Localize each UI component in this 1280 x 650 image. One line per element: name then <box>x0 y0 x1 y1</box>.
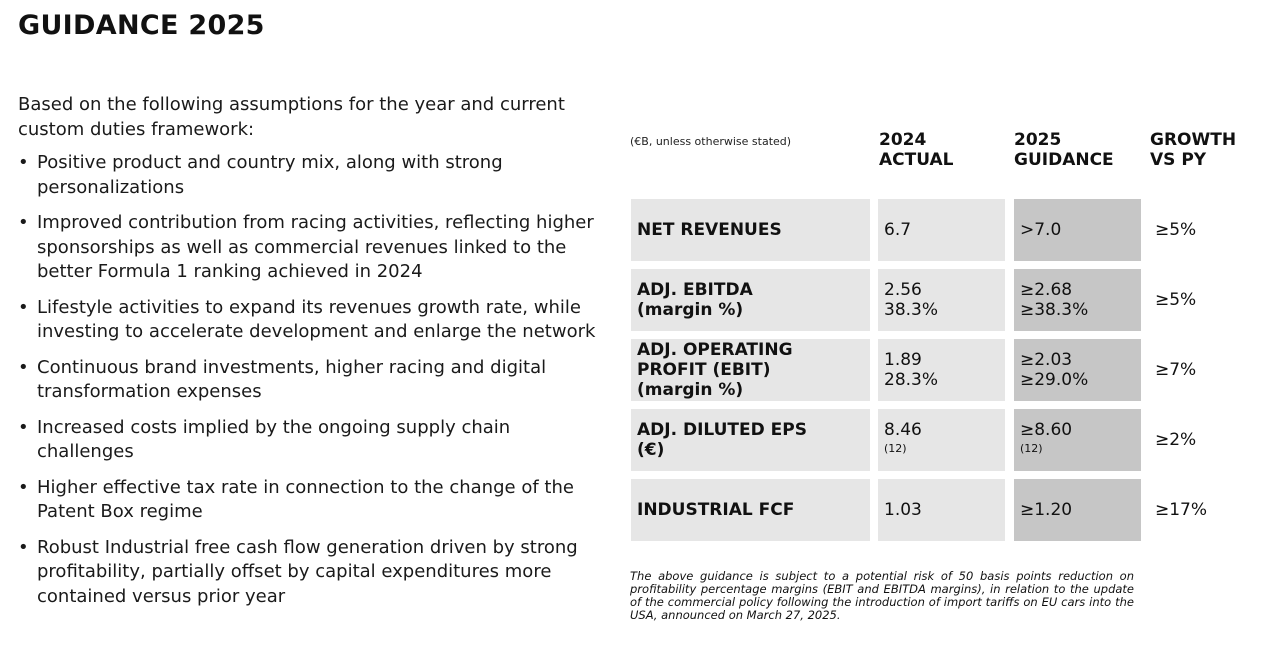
list-item: • Improved contribution from racing activ… <box>18 212 594 282</box>
list-item: • Positive product and country mix, along… <box>18 152 503 198</box>
cell-actual-adj-ebitda: 2.56 38.3% <box>878 269 1005 331</box>
bullet-dot-icon: • <box>18 416 29 438</box>
unit-note: (€B, unless otherwise stated) <box>630 135 792 148</box>
row-label-industrial-fcf: INDUSTRIAL FCF <box>631 479 870 541</box>
page-title: GUIDANCE 2025 <box>18 10 265 41</box>
list-item: • Robust Industrial free cash flow genera… <box>18 536 578 607</box>
list-item: • Higher effective tax rate in connection… <box>18 476 574 523</box>
list-item: • Lifestyle activities to expand its reve… <box>18 296 596 343</box>
row-label-adj-ebitda: ADJ. EBITDA (margin %) <box>631 269 870 331</box>
cell-growth-industrial-fcf: ≥17% <box>1155 500 1208 520</box>
row-label-net-revenues: NET REVENUES <box>631 199 870 261</box>
cell-actual-net-revenues: 6.7 <box>878 199 1005 261</box>
row-label-adj-diluted-eps: ADJ. DILUTED EPS (€) <box>631 409 870 471</box>
cell-actual-adj-operating-profit: 1.89 28.3% <box>878 339 1005 401</box>
bullet-dot-icon: • <box>18 536 29 558</box>
cell-guidance-net-revenues: >7.0 <box>1014 199 1141 261</box>
assumptions-intro: Based on the following assumptions for t… <box>18 94 565 140</box>
footnote-ref: (12) <box>884 442 907 455</box>
bullet-dot-icon: • <box>18 476 29 498</box>
header-2025-guidance: 2025 GUIDANCE <box>1014 130 1114 170</box>
cell-growth-adj-ebitda: ≥5% <box>1155 290 1197 310</box>
cell-guidance-industrial-fcf: ≥1.20 <box>1014 479 1141 541</box>
bullet-dot-icon: • <box>18 212 29 233</box>
cell-growth-adj-operating-profit: ≥7% <box>1155 360 1197 380</box>
header-2024-actual: 2024 ACTUAL <box>879 130 954 170</box>
cell-guidance-adj-ebitda: ≥2.68 ≥38.3% <box>1014 269 1141 331</box>
bullet-dot-icon: • <box>18 152 29 173</box>
bullet-dot-icon: • <box>18 356 29 378</box>
cell-guidance-adj-diluted-eps: ≥8.60 (12) <box>1014 409 1141 471</box>
list-item: • Continuous brand investments, higher ra… <box>18 356 547 403</box>
cell-actual-industrial-fcf: 1.03 <box>878 479 1005 541</box>
cell-growth-adj-diluted-eps: ≥2% <box>1155 430 1197 450</box>
guidance-footnote: The above guidance is subject to a poten… <box>630 569 1134 622</box>
header-growth-vs-py: GROWTH VS PY <box>1150 130 1237 170</box>
list-item: • Increased costs implied by the ongoing … <box>18 416 511 463</box>
footnote-ref: (12) <box>1020 442 1043 455</box>
bullet-dot-icon: • <box>18 296 29 318</box>
assumptions-list: • Positive product and country mix, along… <box>18 151 603 620</box>
cell-actual-adj-diluted-eps: 8.46 (12) <box>878 409 1005 471</box>
cell-guidance-adj-operating-profit: ≥2.03 ≥29.0% <box>1014 339 1141 401</box>
cell-growth-net-revenues: ≥5% <box>1155 220 1197 240</box>
row-label-adj-operating-profit: ADJ. OPERATING PROFIT (EBIT) (margin %) <box>631 339 870 401</box>
